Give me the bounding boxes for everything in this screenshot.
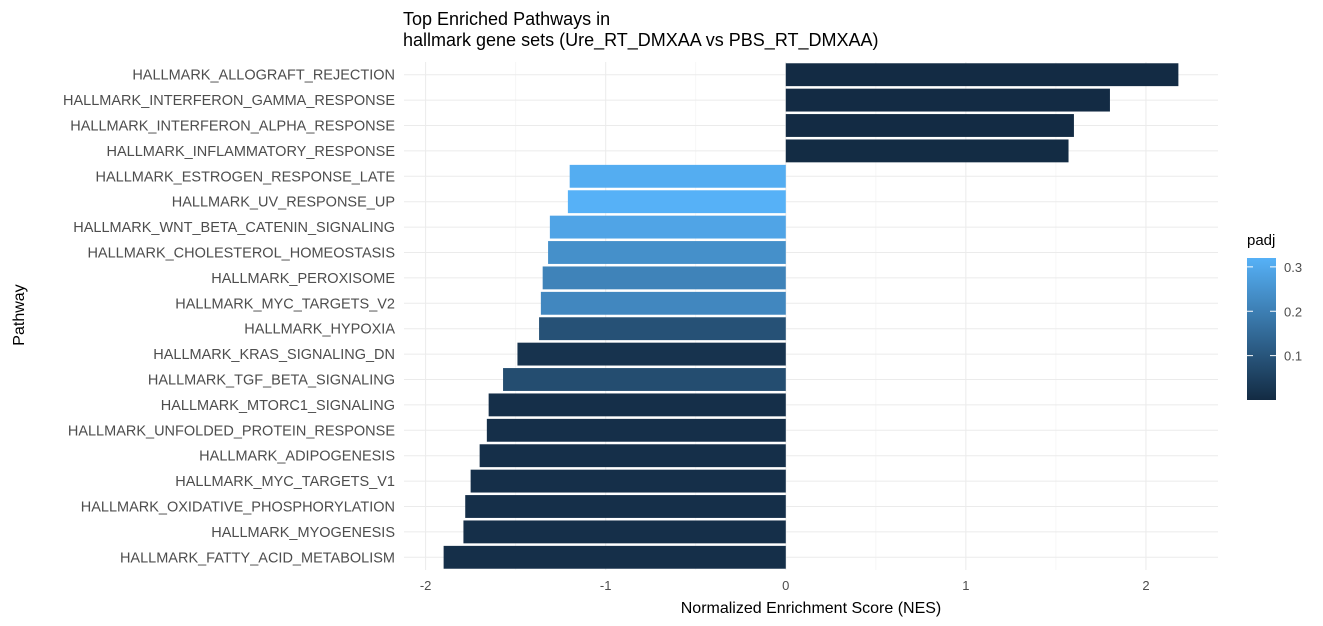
bar (567, 190, 786, 214)
y-tick-label: HALLMARK_KRAS_SIGNALING_DN (153, 347, 395, 363)
y-tick-label: HALLMARK_HYPOXIA (244, 322, 395, 338)
y-tick-label: HALLMARK_UV_RESPONSE_UP (172, 195, 395, 211)
legend: padj 0.1 0.2 0.3 (1247, 232, 1302, 400)
legend-colorbar (1247, 258, 1276, 400)
bars (443, 63, 1179, 569)
x-tick-label: 0 (782, 578, 789, 593)
y-tick-label: HALLMARK_CHOLESTEROL_HOMEOSTASIS (87, 246, 395, 262)
legend-tick-label: 0.2 (1284, 304, 1302, 319)
y-tick-label: HALLMARK_MYOGENESIS (211, 525, 395, 541)
y-tick-label: HALLMARK_ALLOGRAFT_REJECTION (132, 68, 395, 84)
bar (539, 317, 786, 341)
y-tick-label: HALLMARK_INFLAMMATORY_RESPONSE (107, 144, 396, 160)
legend-title: padj (1247, 232, 1275, 249)
x-tick-label: -2 (420, 578, 432, 593)
y-tick-label: HALLMARK_WNT_BETA_CATENIN_SIGNALING (73, 220, 395, 236)
bar (785, 88, 1110, 112)
bar (542, 266, 786, 290)
bar (503, 368, 786, 391)
y-tick-label: HALLMARK_ESTROGEN_RESPONSE_LATE (96, 169, 396, 185)
bar (569, 164, 786, 188)
y-tick-label: HALLMARK_INTERFERON_GAMMA_RESPONSE (63, 93, 395, 109)
bar (517, 342, 786, 366)
x-tick-label: 1 (962, 578, 969, 593)
bar (785, 139, 1069, 163)
bar (785, 114, 1074, 137)
x-tick-label: -1 (600, 578, 612, 593)
x-tick-label: 2 (1142, 578, 1149, 593)
bar (785, 63, 1179, 87)
bar (479, 444, 786, 468)
x-tick-labels: -2 -1 0 1 2 (420, 578, 1150, 593)
bar (540, 291, 786, 315)
y-tick-labels: HALLMARK_ALLOGRAFT_REJECTION HALLMARK_INT… (63, 68, 395, 567)
bar (465, 495, 786, 518)
bar (548, 241, 786, 264)
x-axis-title: Normalized Enrichment Score (NES) (681, 600, 942, 617)
y-axis-title: Pathway (11, 284, 28, 345)
bar (486, 418, 786, 442)
y-tick-label: HALLMARK_FATTY_ACID_METABOLISM (120, 550, 395, 566)
y-tick-label: HALLMARK_OXIDATIVE_PHOSPHORYLATION (81, 500, 395, 516)
y-tick-label: HALLMARK_MTORC1_SIGNALING (161, 398, 395, 414)
y-tick-label: HALLMARK_PEROXISOME (211, 271, 395, 287)
bar (443, 545, 786, 569)
y-tick-label: HALLMARK_ADIPOGENESIS (199, 449, 395, 465)
y-tick-label: HALLMARK_INTERFERON_ALPHA_RESPONSE (70, 119, 395, 135)
y-tick-label: HALLMARK_MYC_TARGETS_V2 (175, 296, 395, 312)
y-tick-label: HALLMARK_MYC_TARGETS_V1 (175, 474, 395, 490)
chart-subtitle: hallmark gene sets (Ure_RT_DMXAA vs PBS_… (403, 30, 879, 51)
legend-ticks: 0.1 0.2 0.3 (1247, 260, 1302, 364)
bar (463, 520, 786, 544)
chart-title: Top Enriched Pathways in (403, 9, 610, 29)
bar (549, 215, 786, 239)
y-tick-label: HALLMARK_TGF_BETA_SIGNALING (148, 373, 395, 389)
legend-tick-label: 0.3 (1284, 260, 1302, 275)
y-tick-label: HALLMARK_UNFOLDED_PROTEIN_RESPONSE (68, 423, 395, 439)
legend-tick-label: 0.1 (1284, 349, 1302, 364)
bar (488, 393, 786, 417)
bar (470, 469, 786, 493)
